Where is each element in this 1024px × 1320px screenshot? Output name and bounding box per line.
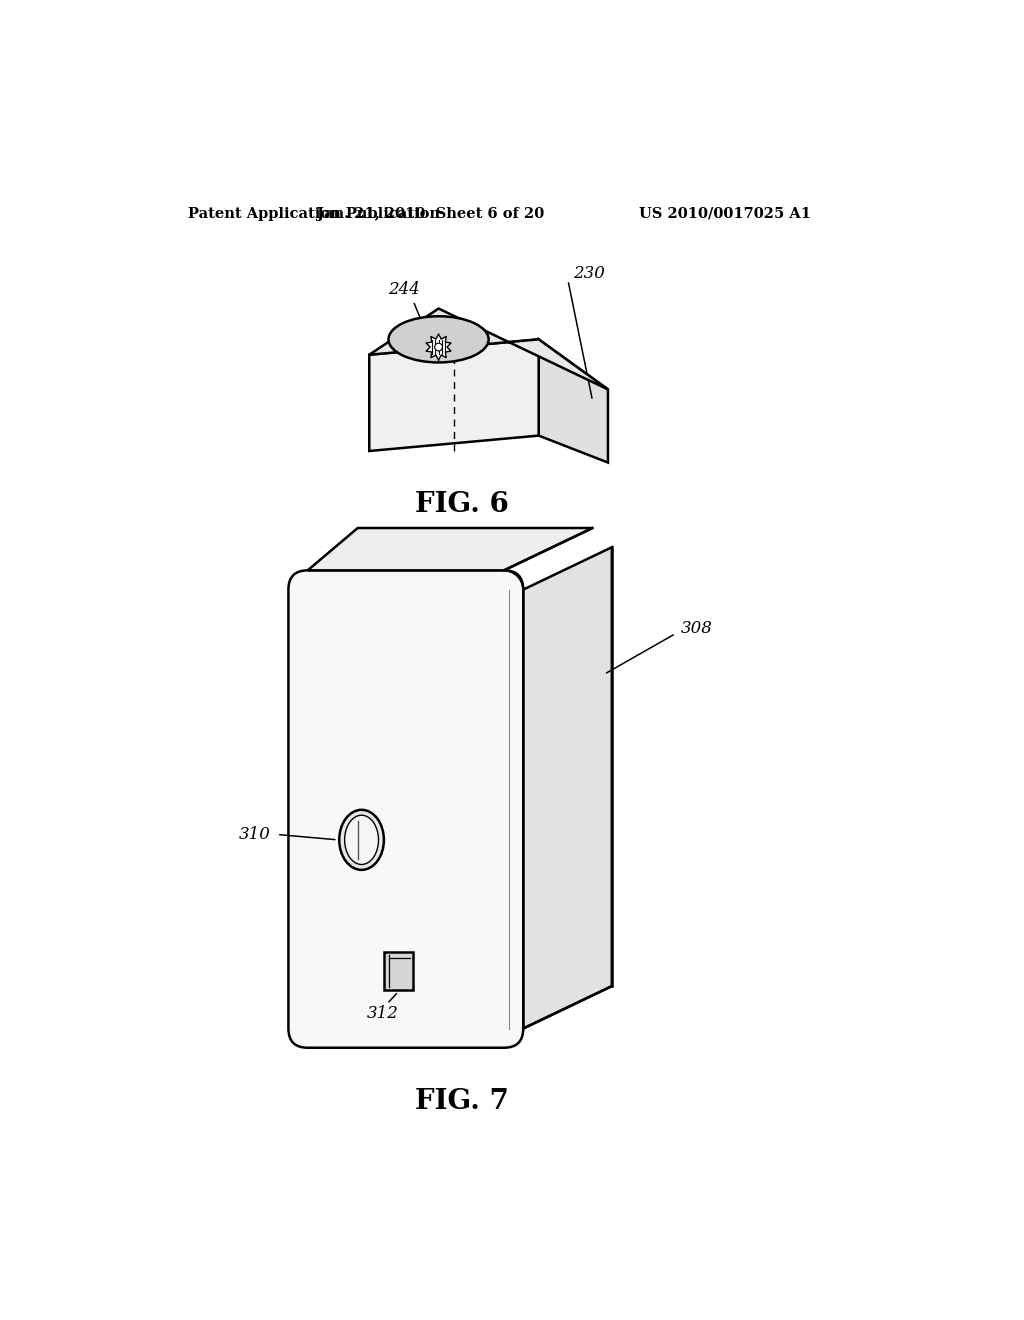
Ellipse shape xyxy=(388,317,488,363)
Text: 308: 308 xyxy=(681,619,713,636)
Polygon shape xyxy=(426,334,451,360)
Text: Patent Application Publication: Patent Application Publication xyxy=(188,207,440,220)
Polygon shape xyxy=(539,339,608,462)
Polygon shape xyxy=(523,548,611,1028)
Text: US 2010/0017025 A1: US 2010/0017025 A1 xyxy=(639,207,811,220)
Ellipse shape xyxy=(339,810,384,870)
Bar xyxy=(384,952,413,990)
Text: FIG. 6: FIG. 6 xyxy=(415,491,509,519)
Text: FIG. 7: FIG. 7 xyxy=(415,1088,509,1115)
Text: 312: 312 xyxy=(367,1005,398,1022)
Polygon shape xyxy=(370,339,539,451)
Text: 310: 310 xyxy=(239,826,270,843)
Ellipse shape xyxy=(345,816,379,865)
Text: Jan. 21, 2010  Sheet 6 of 20: Jan. 21, 2010 Sheet 6 of 20 xyxy=(317,207,545,220)
Polygon shape xyxy=(370,309,608,389)
Text: 230: 230 xyxy=(573,265,605,282)
Polygon shape xyxy=(307,528,593,570)
Text: 244: 244 xyxy=(388,281,420,298)
FancyBboxPatch shape xyxy=(289,570,523,1048)
Circle shape xyxy=(435,343,442,351)
